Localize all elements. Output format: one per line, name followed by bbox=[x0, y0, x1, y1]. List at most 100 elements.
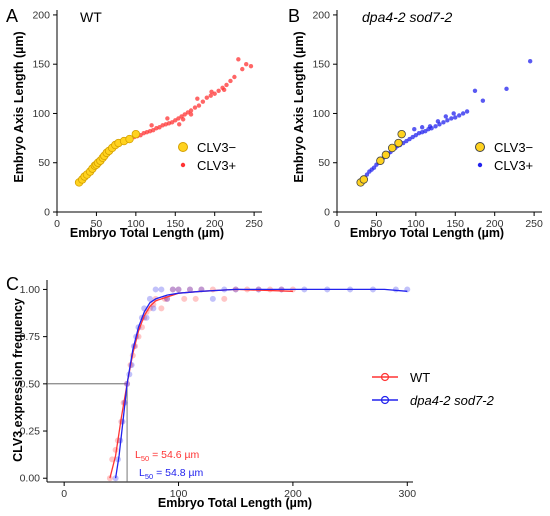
panel-label-c: C bbox=[6, 274, 19, 294]
chart-c-point-wt bbox=[209, 286, 216, 293]
chart-a-legend-swatch-clv3-minus bbox=[178, 142, 188, 152]
chart-c-x-tick-label: 200 bbox=[284, 488, 302, 500]
chart-a-y-axis-label: Embryo Axis Length (µm) bbox=[12, 31, 26, 182]
chart-c-legend-label-mutant: dpa4-2 sod7-2 bbox=[410, 393, 495, 408]
chart-a-y-tick-label: 200 bbox=[32, 9, 50, 21]
chart-b-point-clv3-minus bbox=[376, 156, 385, 165]
chart-b-x-tick-label: 50 bbox=[371, 218, 383, 230]
chart-b-x-axis-label: Embryo Total Length (µm) bbox=[350, 226, 504, 240]
chart-b-point-clv3-plus bbox=[443, 114, 449, 119]
chart-a-legend-label-clv3-plus: CLV3+ bbox=[197, 158, 236, 173]
chart-b-point-clv3-plus bbox=[413, 132, 419, 138]
chart-b-axes: 0 50 100 150 200 250 0 50 100 150 200 bbox=[312, 9, 543, 230]
chart-b-point-clv3-plus bbox=[480, 98, 486, 103]
chart-c-point-mutant bbox=[169, 286, 176, 293]
chart-b-point-clv3-plus bbox=[451, 111, 456, 116]
chart-a-point-clv3-plus bbox=[180, 117, 186, 122]
chart-b-x-tick-label: 100 bbox=[407, 218, 425, 230]
chart-b-point-clv3-plus bbox=[404, 138, 409, 144]
chart-a-point-clv3-plus bbox=[216, 88, 221, 94]
chart-c-axes: 0 100 200 300 0.00 0.25 0.50 0.75 1.00 bbox=[20, 280, 417, 500]
chart-a-y-tick-label: 50 bbox=[38, 157, 50, 169]
chart-a-point-clv3-plus bbox=[248, 63, 254, 69]
chart-b-legend-label-clv3-plus: CLV3+ bbox=[494, 158, 533, 173]
chart-a-point-clv3-plus bbox=[150, 128, 156, 133]
chart-a-point-clv3-plus bbox=[192, 105, 198, 110]
chart-c-y-tick-label: 0.50 bbox=[20, 378, 41, 390]
chart-b-point-clv3-plus bbox=[472, 88, 478, 94]
chart-b-title: dpa4-2 sod7-2 bbox=[362, 9, 453, 25]
chart-c-x-tick-label: 300 bbox=[399, 488, 417, 500]
chart-c-x-tick-label: 0 bbox=[61, 488, 67, 500]
chart-a-point-clv3-plus bbox=[182, 112, 187, 117]
chart-c-marks bbox=[106, 286, 411, 482]
chart-c-point-mutant bbox=[143, 314, 150, 321]
chart-a-point-clv3-plus bbox=[228, 78, 233, 84]
chart-a-point-clv3-plus bbox=[165, 116, 170, 121]
chart-a-point-clv3-plus bbox=[204, 95, 210, 100]
chart-b-x-tick-label: 200 bbox=[486, 218, 504, 230]
chart-c-legend-label-wt: WT bbox=[410, 370, 430, 385]
chart-b-point-clv3-plus bbox=[435, 119, 441, 124]
chart-b-legend: CLV3− CLV3+ bbox=[475, 140, 533, 173]
chart-c-point-mutant bbox=[146, 295, 153, 302]
chart-a-x-tick-label: 0 bbox=[54, 218, 60, 230]
chart-a-x-tick-label: 50 bbox=[91, 218, 103, 230]
chart-b-point-clv3-plus bbox=[441, 120, 446, 125]
chart-a-point-clv3-plus bbox=[224, 82, 229, 88]
chart-c-y-tick-label: 0.75 bbox=[20, 331, 41, 343]
chart-b-x-tick-label: 0 bbox=[334, 218, 340, 230]
chart-c-y-tick-label: 1.00 bbox=[20, 284, 41, 296]
chart-b-point-clv3-minus bbox=[387, 143, 397, 153]
chart-c-point-wt bbox=[150, 301, 157, 308]
chart-a-x-tick-label: 150 bbox=[167, 218, 185, 230]
chart-b-point-clv3-minus bbox=[397, 129, 406, 139]
chart-a-marks bbox=[74, 57, 254, 187]
panel-label-a: A bbox=[6, 6, 18, 26]
chart-a-point-clv3-plus bbox=[200, 99, 206, 104]
chart-a-x-axis-label: Embryo Total Length (µm) bbox=[70, 226, 224, 240]
chart-a-point-clv3-plus bbox=[185, 110, 191, 115]
chart-b-point-clv3-plus bbox=[410, 134, 415, 140]
chart-a-point-clv3-plus bbox=[169, 120, 175, 125]
chart-a-point-clv3-minus bbox=[131, 129, 141, 139]
chart-c-point-wt bbox=[186, 286, 193, 293]
chart-c-annotation-wt: L50 = 54.6 µm bbox=[135, 449, 200, 463]
chart-b-point-clv3-plus bbox=[527, 59, 533, 64]
chart-b-point-clv3-plus bbox=[445, 118, 450, 123]
chart-a-x-tick-label: 200 bbox=[206, 218, 224, 230]
chart-b-point-clv3-plus bbox=[449, 116, 454, 121]
chart-c-line-mutant bbox=[114, 288, 408, 479]
chart-a-point-clv3-plus bbox=[188, 112, 194, 117]
chart-a-x-tick-label: 100 bbox=[127, 218, 145, 230]
chart-c-x-tick-label: 100 bbox=[170, 488, 188, 500]
chart-b-point-clv3-plus bbox=[407, 136, 412, 142]
chart-b-point-clv3-plus bbox=[433, 124, 438, 129]
chart-b-marks bbox=[356, 59, 533, 187]
chart-b-x-tick-label: 150 bbox=[447, 218, 465, 230]
chart-b-legend-label-clv3-minus: CLV3− bbox=[494, 140, 533, 155]
chart-b-point-clv3-plus bbox=[419, 125, 425, 130]
chart-b-point-clv3-plus bbox=[412, 127, 417, 132]
chart-b-y-tick-label: 150 bbox=[312, 59, 330, 71]
chart-c-reference-lines bbox=[47, 383, 128, 482]
chart-c-point-mutant bbox=[186, 286, 193, 293]
chart-a-point-clv3-plus bbox=[196, 103, 202, 108]
chart-a-y-tick-label: 0 bbox=[44, 207, 50, 219]
chart-a-point-clv3-plus bbox=[188, 108, 194, 113]
chart-b-point-clv3-plus bbox=[364, 172, 370, 177]
chart-c-x-axis-label: Embryo Total Length (µm) bbox=[158, 496, 312, 510]
chart-c-point-wt bbox=[106, 475, 113, 482]
chart-b-point-clv3-plus bbox=[427, 124, 433, 129]
chart-a-x-tick-label: 250 bbox=[245, 218, 263, 230]
chart-a-point-clv3-plus bbox=[232, 74, 237, 80]
chart-b-point-clv3-plus bbox=[464, 109, 470, 114]
chart-c-point-mutant bbox=[152, 286, 159, 293]
chart-b-point-clv3-plus bbox=[457, 113, 462, 118]
chart-a-point-clv3-plus bbox=[176, 116, 181, 121]
chart-c-point-wt bbox=[221, 295, 228, 302]
chart-b-y-tick-label: 100 bbox=[312, 108, 330, 120]
chart-b-point-clv3-plus bbox=[460, 111, 466, 116]
chart-b-legend-swatch-clv3-minus bbox=[475, 142, 485, 152]
